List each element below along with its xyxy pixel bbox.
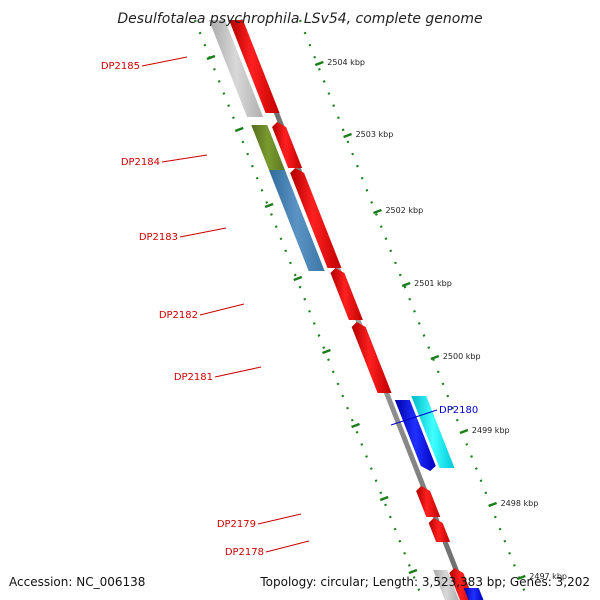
red-gene-block[interactable] — [330, 268, 363, 320]
blue-feature-block[interactable] — [394, 400, 436, 471]
gene-label-dp2184[interactable]: DP2184 — [121, 157, 160, 168]
scale-tick-label: 2497 kbp — [529, 572, 567, 581]
gene-labels: DP2185 DP2184 DP2183 DP2182 DP2181 DP2180 DP21… — [101, 56, 478, 558]
inner-tick-mark — [206, 54, 216, 61]
accession-text: Accession: NC_006138 — [9, 575, 145, 589]
scale-tick-label: 2503 kbp — [356, 130, 394, 139]
gray-feature-block[interactable] — [433, 570, 459, 600]
inner-tick-mark — [264, 202, 274, 209]
scale-tick-label: 2502 kbp — [385, 206, 423, 215]
red-gene-block[interactable] — [416, 486, 441, 517]
scale-tick-label: 2500 kbp — [443, 352, 481, 361]
scale-tick-label: 2501 kbp — [414, 279, 452, 288]
red-gene-block[interactable] — [351, 322, 392, 393]
inner-tick-mark — [379, 495, 389, 502]
inner-tick-mark — [293, 275, 303, 282]
gene-leader-line — [161, 154, 208, 163]
red-gene-block[interactable] — [290, 168, 342, 268]
scale-tick-label: 2498 kbp — [501, 499, 539, 508]
gene-leader-line — [199, 303, 245, 316]
inner-tick-mark — [351, 422, 360, 429]
inner-tick-mark — [234, 126, 244, 133]
scale-tick-mark — [401, 281, 411, 288]
gray-feature-block[interactable] — [209, 20, 264, 117]
blue-feature-block[interactable] — [463, 588, 484, 600]
red-gene-block[interactable] — [272, 122, 303, 168]
gene-label-dp2180[interactable]: DP2180 — [439, 405, 478, 416]
outer-dotted-ring — [298, 19, 529, 600]
gene-leader-line — [390, 409, 438, 426]
scale-tick-mark — [343, 132, 353, 139]
red-gene-block[interactable] — [428, 518, 451, 542]
gene-label-dp2182[interactable]: DP2182 — [159, 310, 198, 321]
feature-track — [209, 20, 484, 600]
map-title: Desulfotalea psychrophila LSv54, complet… — [117, 11, 482, 27]
gene-label-dp2183[interactable]: DP2183 — [139, 232, 178, 243]
scale-ticks: 2504 kbp 2503 kbp 2502 kbp 2501 kbp 2500 kbp… — [206, 54, 567, 581]
scale-tick-mark — [314, 60, 324, 67]
scale-tick-mark — [430, 354, 440, 361]
olive-feature-block[interactable] — [251, 125, 285, 170]
gene-label-dp2185[interactable]: DP2185 — [101, 61, 140, 72]
inner-tick-mark — [408, 568, 418, 575]
steelblue-feature-block[interactable] — [268, 170, 325, 271]
gene-leader-line — [214, 366, 262, 378]
inner-dotted-ring — [193, 19, 424, 600]
inner-tick-mark — [322, 348, 331, 355]
gene-label-dp2178[interactable]: DP2178 — [225, 547, 264, 558]
gene-leader-line — [179, 227, 227, 238]
gene-label-dp2179[interactable]: DP2179 — [217, 519, 256, 530]
gene-leader-line — [265, 540, 310, 553]
scale-tick-mark — [488, 501, 498, 508]
gene-label-dp2181[interactable]: DP2181 — [174, 372, 213, 383]
scale-tick-mark — [459, 428, 469, 435]
gene-leader-line — [257, 513, 302, 525]
scale-tick-mark — [373, 208, 382, 215]
scale-tick-mark — [516, 574, 526, 581]
genome-summary-text: Topology: circular; Length: 3,523,383 bp… — [259, 575, 590, 589]
cyan-feature-block[interactable] — [411, 396, 455, 468]
gene-leader-line — [141, 56, 188, 67]
scale-tick-label: 2499 kbp — [472, 426, 510, 435]
scale-tick-label: 2504 kbp — [327, 58, 365, 67]
red-gene-block[interactable] — [229, 20, 280, 113]
